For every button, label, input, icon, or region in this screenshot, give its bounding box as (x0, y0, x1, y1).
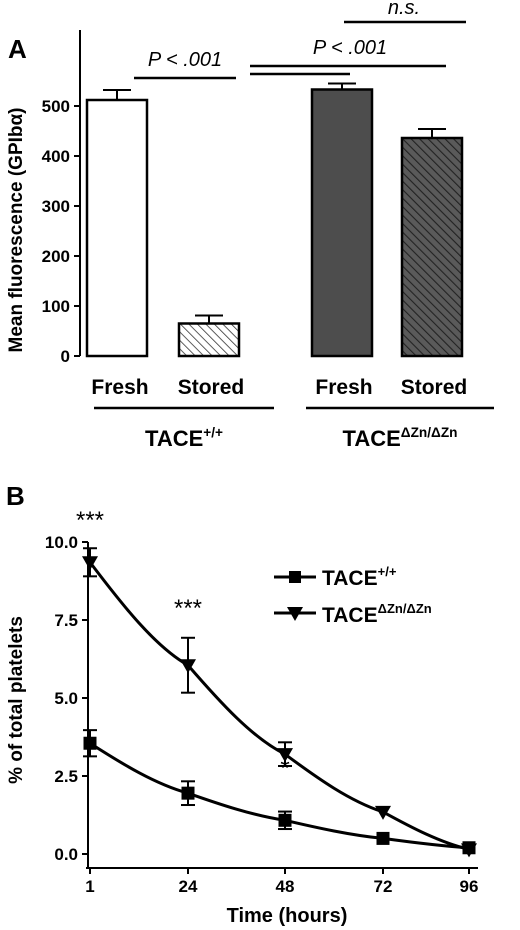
panel-b-legend-label-sup: ΔZn/ΔZn (378, 601, 432, 616)
panel-b-x-tick-label: 24 (179, 877, 198, 896)
panel-b-legend-label-base: TACE (322, 567, 378, 590)
panel-b-point (461, 843, 477, 858)
panel-b-significance-label: *** (76, 507, 104, 534)
panel-b-point (278, 813, 292, 827)
panel-b-point (376, 831, 390, 845)
panel-b-legend-marker (287, 607, 303, 621)
panel-a-x-tick-label: Fresh (91, 376, 148, 399)
panel-a-x-tick-label: Stored (401, 376, 468, 399)
panel-b-series: ******* (76, 507, 477, 858)
panel-b-series-tace-dzn (82, 547, 477, 858)
panel-b-x-tick-label: 72 (374, 877, 393, 896)
panel-b-axes: 0.0 2.5 5.0 7.5 10.0 1 24 48 72 96 (45, 533, 479, 896)
panel-b-legend-label-sup: +/+ (378, 564, 397, 579)
panel-a-group-label: TACE+/+ (145, 425, 223, 451)
panel-a-y-tick-label: 500 (42, 97, 70, 116)
panel-b-label: B (6, 481, 25, 511)
panel-b-x-tick-label: 1 (85, 877, 94, 896)
panel-b: B % of total platelets Time (hours) 0.0 2… (6, 481, 478, 927)
panel-a-bar (400, 136, 464, 358)
panel-b-y-tick-label: 7.5 (54, 611, 78, 630)
panel-a: A Mean fluorescence (GPIbα) 0 100 200 300 40… (6, 0, 494, 451)
panel-b-point (277, 748, 293, 763)
panel-a-y-tick-label: 0 (61, 347, 70, 366)
panel-b-x-tick-label: 48 (276, 877, 295, 896)
panel-a-group-label-base: TACE (145, 426, 203, 451)
panel-b-point (82, 556, 98, 571)
panel-b-point (180, 659, 196, 674)
panel-b-point (83, 736, 97, 750)
panel-b-significance-label: * (280, 755, 289, 782)
panel-a-y-axis-label: Mean fluorescence (GPIbα) (6, 107, 27, 352)
panel-b-legend-label: TACEΔZn/ΔZn (322, 601, 432, 627)
panel-a-y-ticks: 0 100 200 300 400 500 (42, 30, 81, 366)
panel-a-y-tick-label: 300 (42, 197, 70, 216)
panel-a-y-tick-label: 100 (42, 297, 70, 316)
panel-b-point (375, 805, 391, 820)
panel-b-series-tace-wt (83, 729, 476, 855)
panel-b-legend-label: TACE+/+ (322, 564, 397, 590)
panel-a-x-tick-label: Fresh (315, 376, 372, 399)
panel-a-annotation: P < .001 (313, 37, 387, 59)
panel-a-bar (310, 88, 374, 358)
panel-b-significance-label: *** (174, 595, 202, 622)
panel-b-y-tick-label: 0.0 (54, 845, 78, 864)
panel-b-y-tick-label: 5.0 (54, 689, 78, 708)
panel-a-bar (177, 322, 241, 358)
panel-b-y-tick-label: 2.5 (54, 767, 78, 786)
panel-a-group-label: TACEΔZn/ΔZn (343, 425, 458, 451)
panel-b-y-axis-label: % of total platelets (6, 616, 27, 784)
panel-a-annotation: n.s. (388, 0, 420, 19)
panel-b-x-axis-label: Time (hours) (227, 905, 348, 927)
panel-b-y-tick-label: 10.0 (45, 533, 78, 552)
panel-b-point (181, 786, 195, 800)
panel-a-group-label-base: TACE (343, 426, 401, 451)
panel-a-y-tick-label: 400 (42, 147, 70, 166)
panel-a-annotation: P < .001 (148, 49, 222, 71)
panel-b-series-line (88, 561, 470, 851)
panel-a-group-label-sup: +/+ (203, 425, 223, 440)
panel-a-bar (85, 98, 149, 358)
panel-b-x-tick-label: 96 (460, 877, 479, 896)
panel-b-legend-label-base: TACE (322, 604, 378, 627)
panel-a-label: A (8, 34, 27, 64)
panel-a-bars (85, 82, 464, 358)
panel-a-group-label-sup: ΔZn/ΔZn (401, 425, 458, 440)
panel-a-y-tick-label: 200 (42, 247, 70, 266)
panel-b-legend-marker (289, 571, 301, 583)
panel-a-x-tick-label: Stored (178, 376, 245, 399)
panel-b-legend: TACE+/+TACEΔZn/ΔZn (274, 564, 432, 627)
